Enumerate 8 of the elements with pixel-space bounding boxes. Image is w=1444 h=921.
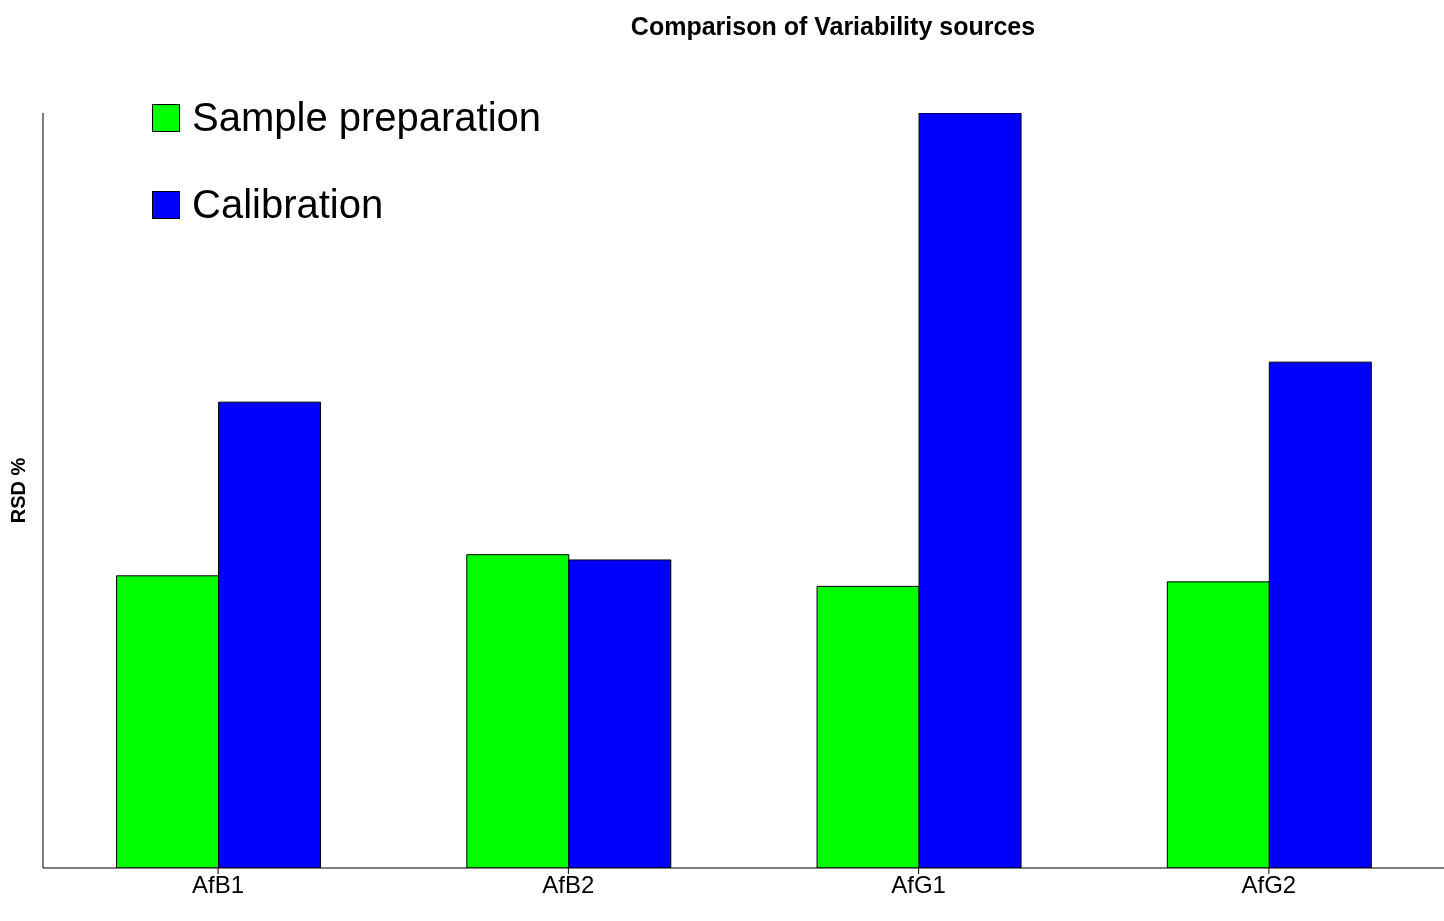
x-tick-label: AfG2	[1241, 871, 1297, 899]
x-tick-label: AfB1	[192, 871, 245, 899]
x-tick-label: AfG1	[891, 871, 946, 899]
legend-label: Calibration	[192, 182, 384, 227]
x-tick-label: AfB2	[542, 871, 595, 899]
y-axis-title: RSD %	[7, 457, 30, 524]
chart-title: Comparison of Variability sources	[629, 12, 1037, 41]
legend-label: Sample preparation	[192, 95, 542, 140]
